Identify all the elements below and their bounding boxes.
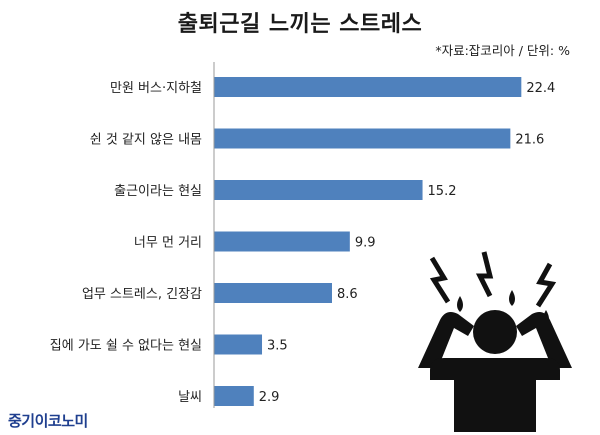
value-label: 22.4: [526, 81, 555, 96]
bar: [214, 231, 350, 252]
value-labels-layer: 22.4 21.6 15.2 9.9 8.6 3.5 2.9: [259, 81, 555, 405]
bar: [214, 180, 423, 200]
bar: [214, 77, 522, 97]
bar: [214, 334, 263, 355]
chart-title: 출퇴근길 느끼는 스트레스: [177, 12, 423, 37]
stressed-person-icon: [418, 251, 572, 432]
category-label: 업무 스트레스, 긴장감: [82, 287, 202, 302]
bar: [214, 386, 254, 406]
value-label: 3.5: [267, 339, 288, 354]
category-label: 날씨: [178, 390, 202, 405]
bars-layer: [214, 77, 522, 406]
value-label: 9.9: [355, 236, 376, 251]
bar: [214, 283, 332, 303]
category-label: 쉰 것 같지 않은 내몸: [90, 133, 202, 148]
value-label: 21.6: [515, 133, 544, 148]
category-label: 너무 먼 거리: [134, 236, 202, 251]
value-label: 8.6: [337, 287, 358, 302]
brand-logo: 중기이코노미: [8, 412, 88, 430]
category-label: 만원 버스·지하철: [110, 81, 202, 96]
bar: [214, 128, 511, 149]
category-label: 출근이라는 현실: [114, 184, 202, 199]
source-note: *자료:잡코리아 / 단위: %: [435, 43, 570, 58]
value-label: 15.2: [428, 184, 457, 199]
category-label: 집에 가도 쉴 수 없다는 현실: [50, 339, 202, 354]
value-label: 2.9: [259, 390, 280, 405]
